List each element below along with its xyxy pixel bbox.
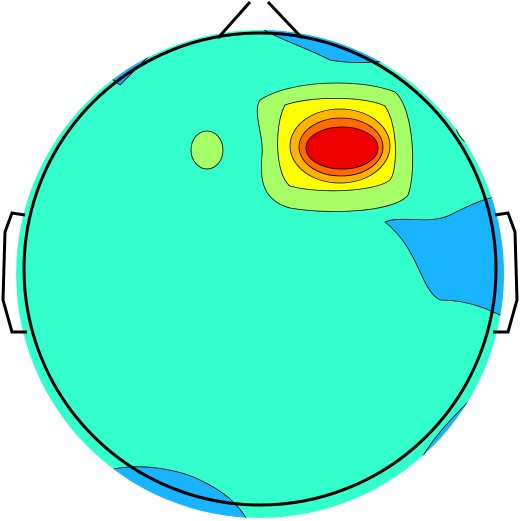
nose: [216, 1, 252, 39]
nose: [266, 0, 304, 40]
mid-region: [190, 130, 224, 170]
contour-5: [305, 126, 379, 170]
head-outline: [22, 31, 498, 507]
low-region: [384, 194, 504, 321]
scalp-map: [16, 30, 504, 518]
left-ear: [1, 211, 27, 334]
right-ear: [493, 211, 519, 334]
